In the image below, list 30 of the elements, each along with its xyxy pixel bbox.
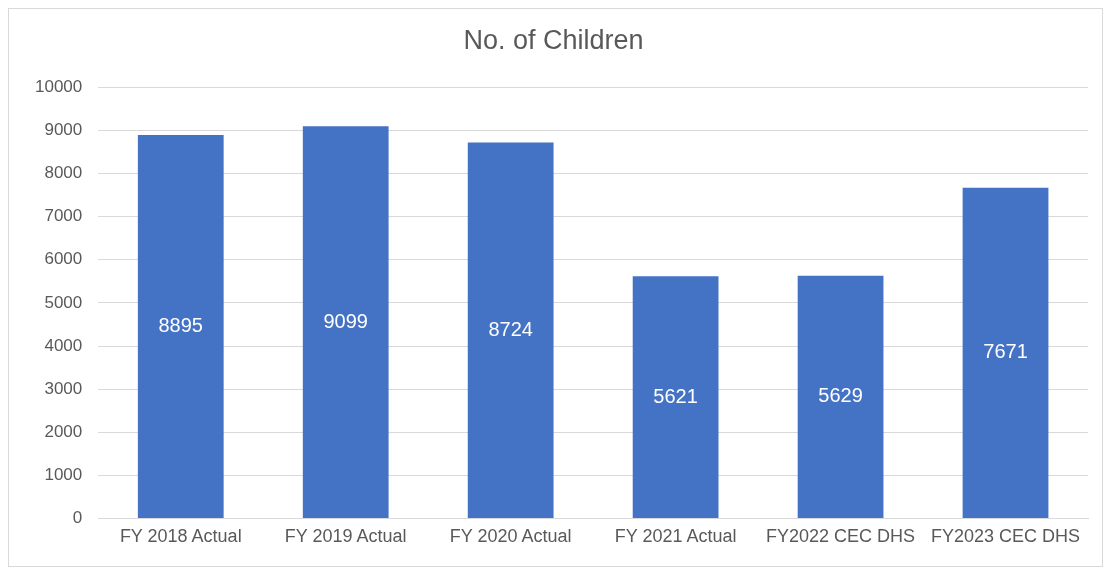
- data-label: 5621: [653, 384, 698, 407]
- bar: [632, 276, 719, 518]
- y-tick-label: 0: [72, 508, 83, 528]
- bar: [797, 275, 884, 518]
- y-tick-label: 9000: [44, 120, 83, 140]
- data-label: 8724: [488, 317, 533, 340]
- bar: [962, 187, 1049, 518]
- bar: [137, 135, 224, 518]
- x-tick-label: FY 2018 Actual: [119, 526, 242, 547]
- y-tick-label: 1000: [44, 464, 83, 484]
- y-tick-label: 7000: [44, 206, 83, 226]
- x-tick-label: FY 2020 Actual: [449, 526, 572, 547]
- y-tick-label: 5000: [44, 292, 83, 312]
- data-label: 7671: [983, 340, 1028, 363]
- y-tick-label: 2000: [44, 421, 83, 441]
- y-tick-label: 10000: [34, 77, 83, 97]
- y-tick-label: 4000: [44, 335, 83, 355]
- y-tick-label: 3000: [44, 378, 83, 398]
- x-tick-label: FY 2019 Actual: [284, 526, 407, 547]
- data-label: 8895: [158, 313, 203, 336]
- x-tick-label: FY2022 CEC DHS: [766, 526, 916, 547]
- y-tick-label: 6000: [44, 249, 83, 269]
- x-tick-label: FY 2021 Actual: [614, 526, 737, 547]
- bar: [302, 126, 389, 518]
- chart-title: No. of Children: [463, 24, 644, 55]
- x-tick-label: FY2023 CEC DHS: [930, 526, 1081, 547]
- data-label: 5629: [818, 384, 863, 407]
- data-label: 9099: [323, 309, 368, 332]
- bar: [467, 142, 554, 518]
- y-tick-label: 8000: [44, 163, 83, 183]
